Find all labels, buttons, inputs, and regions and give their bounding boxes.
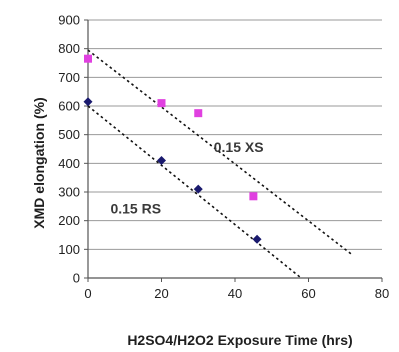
x-tick-label: 20 [154, 286, 168, 301]
x-tick-labels: 0 20 40 60 80 [84, 286, 389, 301]
trendlines [87, 49, 354, 279]
point-xs [84, 54, 92, 63]
point-xs [249, 192, 258, 201]
y-tick-label: 500 [58, 127, 80, 142]
point-rs [83, 97, 93, 107]
x-tick-label: 60 [301, 286, 315, 301]
data-points [83, 54, 262, 244]
y-tick-label: 900 [58, 13, 80, 28]
point-xs [157, 99, 166, 108]
y-tick-label: 700 [58, 70, 80, 85]
series-label-rs: 0.15 RS [110, 201, 161, 217]
series-labels: 0.15 XS 0.15 RS [110, 139, 263, 217]
axes [84, 19, 383, 282]
x-tick-label: 40 [228, 286, 242, 301]
point-rs [252, 234, 262, 244]
y-tick-label: 400 [58, 156, 80, 171]
y-tick-label: 200 [58, 213, 80, 228]
x-axis-title: H2SO4/H2O2 Exposure Time (hrs) [127, 332, 352, 348]
y-axis-title: XMD elongation (%) [31, 97, 47, 228]
y-tick-label: 800 [58, 41, 80, 56]
point-rs [157, 155, 166, 165]
x-tick-label: 0 [84, 286, 91, 301]
y-tick-label: 100 [58, 242, 80, 257]
point-xs [194, 109, 203, 118]
point-rs [193, 184, 203, 194]
series-label-xs: 0.15 XS [214, 139, 264, 155]
trendline-xs [87, 49, 354, 256]
gridlines [88, 19, 382, 250]
y-tick-label: 0 [73, 271, 80, 286]
trendline-rs [87, 105, 302, 279]
y-tick-label: 600 [58, 99, 80, 114]
y-tick-label: 300 [58, 185, 80, 200]
y-tick-labels: 0 100 200 300 400 500 600 700 800 900 [58, 13, 80, 286]
x-tick-label: 80 [375, 286, 389, 301]
